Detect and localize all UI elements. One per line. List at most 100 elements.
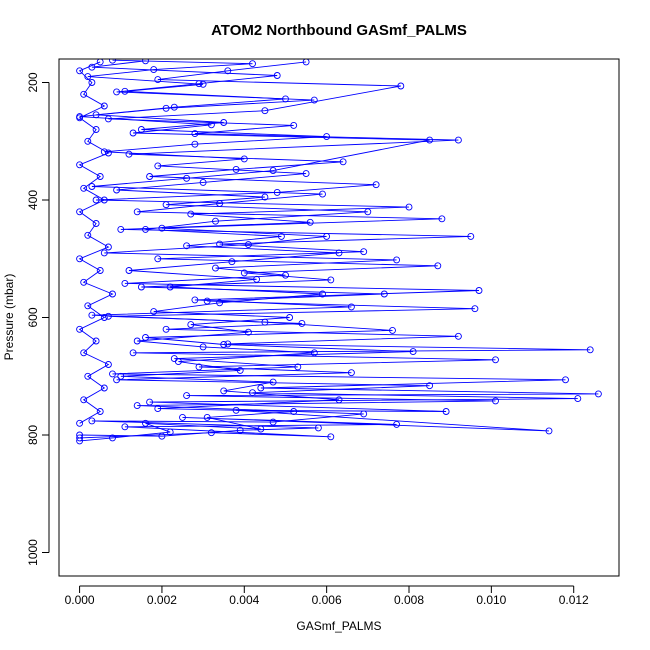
data-point	[393, 420, 401, 428]
data-point	[323, 232, 331, 240]
data-point	[183, 242, 191, 250]
data-point	[92, 126, 100, 133]
data-point	[273, 72, 281, 79]
series-3	[76, 59, 116, 427]
data-point	[92, 337, 100, 345]
data-point	[92, 196, 100, 204]
y-axis-label: Pressure (mbar)	[2, 274, 16, 361]
data-point	[244, 328, 252, 336]
data-point	[339, 158, 347, 166]
data-point	[104, 361, 112, 368]
x-tick-label: 0.008	[394, 593, 424, 607]
data-point	[586, 346, 594, 354]
data-point	[220, 387, 228, 395]
x-tick-label: 0.006	[312, 593, 342, 607]
data-point	[109, 59, 116, 64]
data-point	[158, 432, 166, 440]
data-point	[88, 311, 96, 319]
data-point	[146, 173, 154, 180]
data-point	[212, 217, 219, 225]
x-tick-label: 0.012	[559, 593, 589, 607]
data-point	[133, 402, 141, 410]
data-point	[434, 262, 442, 270]
data-point	[80, 396, 88, 404]
data-point	[142, 334, 149, 341]
data-point	[224, 340, 232, 348]
data-point	[409, 348, 417, 356]
data-point	[76, 67, 84, 75]
data-point	[125, 267, 133, 274]
data-point	[195, 363, 203, 371]
plot-frame	[58, 58, 620, 577]
data-point	[562, 376, 569, 384]
data-point	[113, 376, 121, 384]
x-tick-label: 0.002	[147, 593, 177, 607]
data-point	[133, 208, 141, 216]
data-point	[96, 408, 104, 415]
data-point	[104, 243, 112, 251]
data-point	[199, 343, 207, 351]
data-point	[594, 390, 602, 398]
data-point	[319, 190, 326, 198]
data-point	[154, 255, 162, 263]
data-point	[117, 225, 125, 233]
series-2	[76, 59, 602, 440]
data-point	[80, 184, 88, 192]
data-point	[183, 392, 191, 400]
data-point	[405, 203, 413, 211]
data-point	[187, 210, 195, 218]
data-point	[191, 296, 199, 304]
data-point	[319, 290, 326, 298]
data-point	[76, 434, 84, 442]
data-point	[220, 341, 228, 348]
data-point	[249, 60, 256, 68]
data-point	[133, 337, 141, 345]
data-point	[314, 424, 322, 432]
data-point	[426, 136, 434, 144]
data-point	[100, 384, 108, 392]
y-tick-label: 1000	[26, 539, 40, 566]
data-point	[236, 426, 244, 434]
data-point	[104, 149, 112, 157]
data-point	[154, 76, 162, 84]
data-point	[100, 102, 108, 110]
x-tick-label: 0.010	[476, 593, 506, 607]
x-axis: 0.000 0.002 0.004 0.006 0.008 0.010 0.012	[65, 585, 589, 607]
data-point	[574, 395, 582, 403]
data-point	[236, 366, 244, 374]
data-point	[100, 249, 108, 257]
data-point	[84, 73, 92, 81]
data-point	[183, 174, 191, 182]
data-point	[191, 130, 199, 138]
data-point	[438, 215, 446, 223]
data-point	[96, 173, 104, 180]
data-point	[347, 303, 355, 311]
data-point	[454, 136, 462, 144]
data-point	[76, 114, 84, 122]
data-point	[224, 67, 232, 75]
data-point	[129, 129, 137, 137]
chart-title: ATOM2 Northbound GASmf_PALMS	[211, 22, 467, 39]
data-point	[80, 278, 88, 286]
data-point	[306, 218, 314, 226]
data-point	[454, 332, 462, 340]
data-point	[397, 82, 405, 90]
data-point	[327, 433, 335, 441]
data-point	[216, 240, 224, 248]
data-point	[129, 349, 137, 357]
data-point	[228, 258, 236, 266]
data-point	[360, 248, 368, 256]
data-point	[393, 256, 401, 264]
series-line-1	[79, 61, 591, 439]
data-point	[158, 224, 166, 232]
data-point	[199, 178, 207, 186]
data-point	[347, 369, 355, 377]
data-point	[203, 297, 211, 305]
data-point	[310, 349, 318, 357]
data-point	[96, 267, 104, 274]
data-point	[191, 140, 199, 148]
data-point	[426, 382, 434, 390]
data-point	[80, 90, 88, 98]
data-point	[109, 370, 116, 378]
data-point	[257, 384, 265, 392]
